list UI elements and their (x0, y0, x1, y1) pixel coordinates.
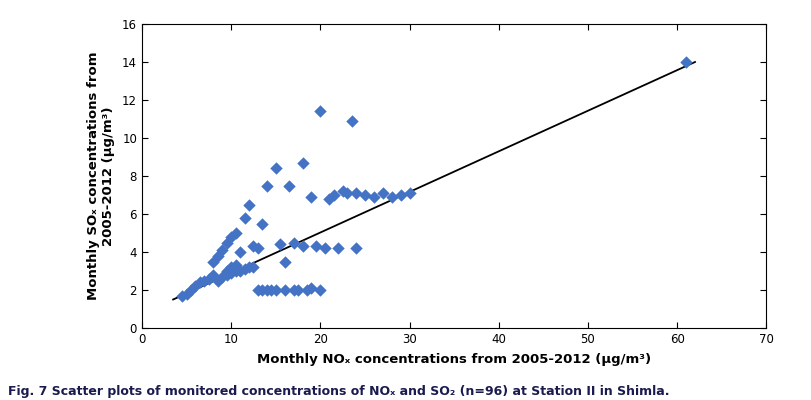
Point (189, 283, 202, 290)
Point (242, 264, 255, 270)
Point (327, 192, 341, 198)
Point (296, 160, 309, 166)
Point (256, 287, 269, 293)
Point (225, 234, 238, 240)
Point (216, 274, 229, 280)
Point (203, 275, 216, 282)
Point (296, 243, 309, 250)
Point (211, 277, 224, 284)
Point (251, 287, 264, 293)
Point (193, 279, 206, 286)
X-axis label: Monthly NOₓ concentrations from 2005-2012 (μg/m³): Monthly NOₓ concentrations from 2005-201… (257, 353, 651, 366)
Point (332, 245, 345, 251)
Point (220, 272, 234, 278)
Point (247, 243, 260, 250)
Point (350, 190, 363, 196)
Point (323, 196, 336, 202)
Point (260, 182, 273, 189)
Point (274, 241, 287, 248)
Point (251, 245, 264, 251)
Y-axis label: Monthly SOₓ concentrations from
2005-2012 (μg/m³): Monthly SOₓ concentrations from 2005-201… (87, 52, 115, 300)
Point (403, 190, 416, 196)
Point (385, 194, 398, 200)
Point (269, 287, 282, 293)
Point (287, 287, 300, 293)
Point (394, 192, 407, 198)
Point (350, 245, 363, 251)
Point (264, 287, 277, 293)
Point (310, 243, 323, 250)
Point (292, 287, 305, 293)
Point (220, 268, 234, 274)
Point (345, 118, 358, 124)
Point (225, 264, 238, 270)
Point (314, 108, 327, 114)
Point (220, 239, 234, 246)
Point (230, 268, 242, 274)
Point (256, 220, 269, 227)
Point (337, 188, 350, 194)
Point (198, 277, 211, 284)
Point (184, 287, 198, 293)
Point (234, 249, 247, 255)
Point (341, 190, 354, 196)
Point (260, 287, 273, 293)
Point (278, 258, 291, 265)
Point (269, 165, 282, 172)
Point (305, 285, 318, 291)
Point (305, 194, 318, 200)
Point (238, 266, 251, 272)
Point (211, 253, 224, 259)
Point (376, 190, 389, 196)
Point (247, 264, 260, 270)
Point (225, 270, 238, 276)
Point (318, 245, 332, 251)
Point (230, 230, 242, 236)
Point (358, 192, 371, 198)
Text: Fig. 7 Scatter plots of monitored concentrations of NOₓ and SO₂ (n=96) at Statio: Fig. 7 Scatter plots of monitored concen… (8, 385, 670, 398)
Point (242, 201, 255, 208)
Point (278, 287, 291, 293)
Point (230, 262, 242, 268)
Point (367, 194, 380, 200)
Point (282, 182, 295, 189)
Point (207, 272, 220, 278)
Point (207, 258, 220, 265)
Point (234, 268, 247, 274)
Point (287, 239, 300, 246)
Point (238, 214, 251, 221)
Point (180, 290, 193, 297)
Point (175, 292, 188, 299)
Point (680, 59, 693, 65)
Point (300, 287, 313, 293)
Point (216, 247, 229, 253)
Point (314, 287, 327, 293)
